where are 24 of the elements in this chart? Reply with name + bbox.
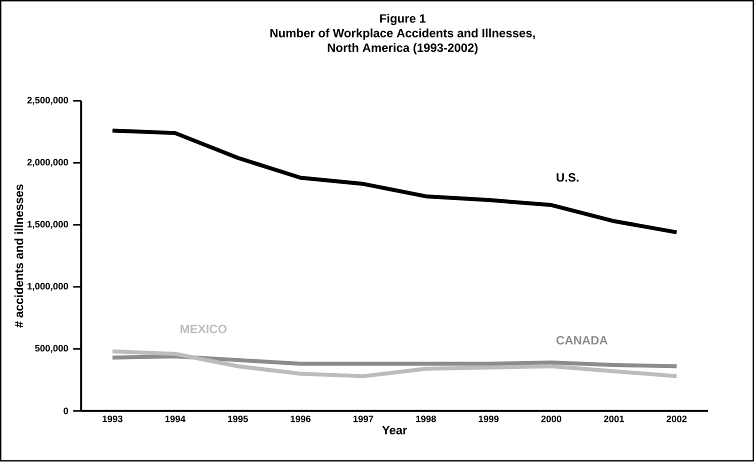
series-label: CANADA: [556, 336, 608, 345]
x-tick-label: 1998: [416, 416, 436, 422]
y-tick-label: 1,000,000: [28, 283, 68, 292]
x-tick-label: 2001: [604, 416, 624, 422]
series-label: MEXICO: [180, 324, 227, 334]
x-tick-label: 1996: [290, 416, 311, 422]
y-axis-title: # accidents and illnesses: [14, 184, 24, 328]
y-tick-label: 500,000: [35, 345, 68, 354]
y-tick-label: 0: [64, 408, 68, 414]
line-series: [110, 128, 679, 235]
x-tick-label: 1994: [165, 416, 186, 422]
x-tick-label: 1993: [102, 416, 122, 422]
chart-title: Figure 1 Number of Workplace Accidents and Illnesses, North America (1993-2002): [270, 14, 535, 55]
x-tick-label: 1995: [228, 416, 248, 422]
y-tick-label: 1,500,000: [28, 221, 68, 230]
y-tick-label: 2,500,000: [27, 97, 68, 106]
line-series: [110, 350, 679, 378]
x-tick-label: 2002: [666, 416, 687, 422]
x-tick-label: 1999: [478, 416, 499, 422]
series-label: U.S.: [556, 173, 578, 182]
x-axis-title: Year: [382, 426, 408, 435]
x-tick-label: 2000: [541, 416, 562, 422]
y-tick-label: 2,000,000: [27, 159, 68, 168]
x-tick-label: 1997: [353, 416, 374, 422]
